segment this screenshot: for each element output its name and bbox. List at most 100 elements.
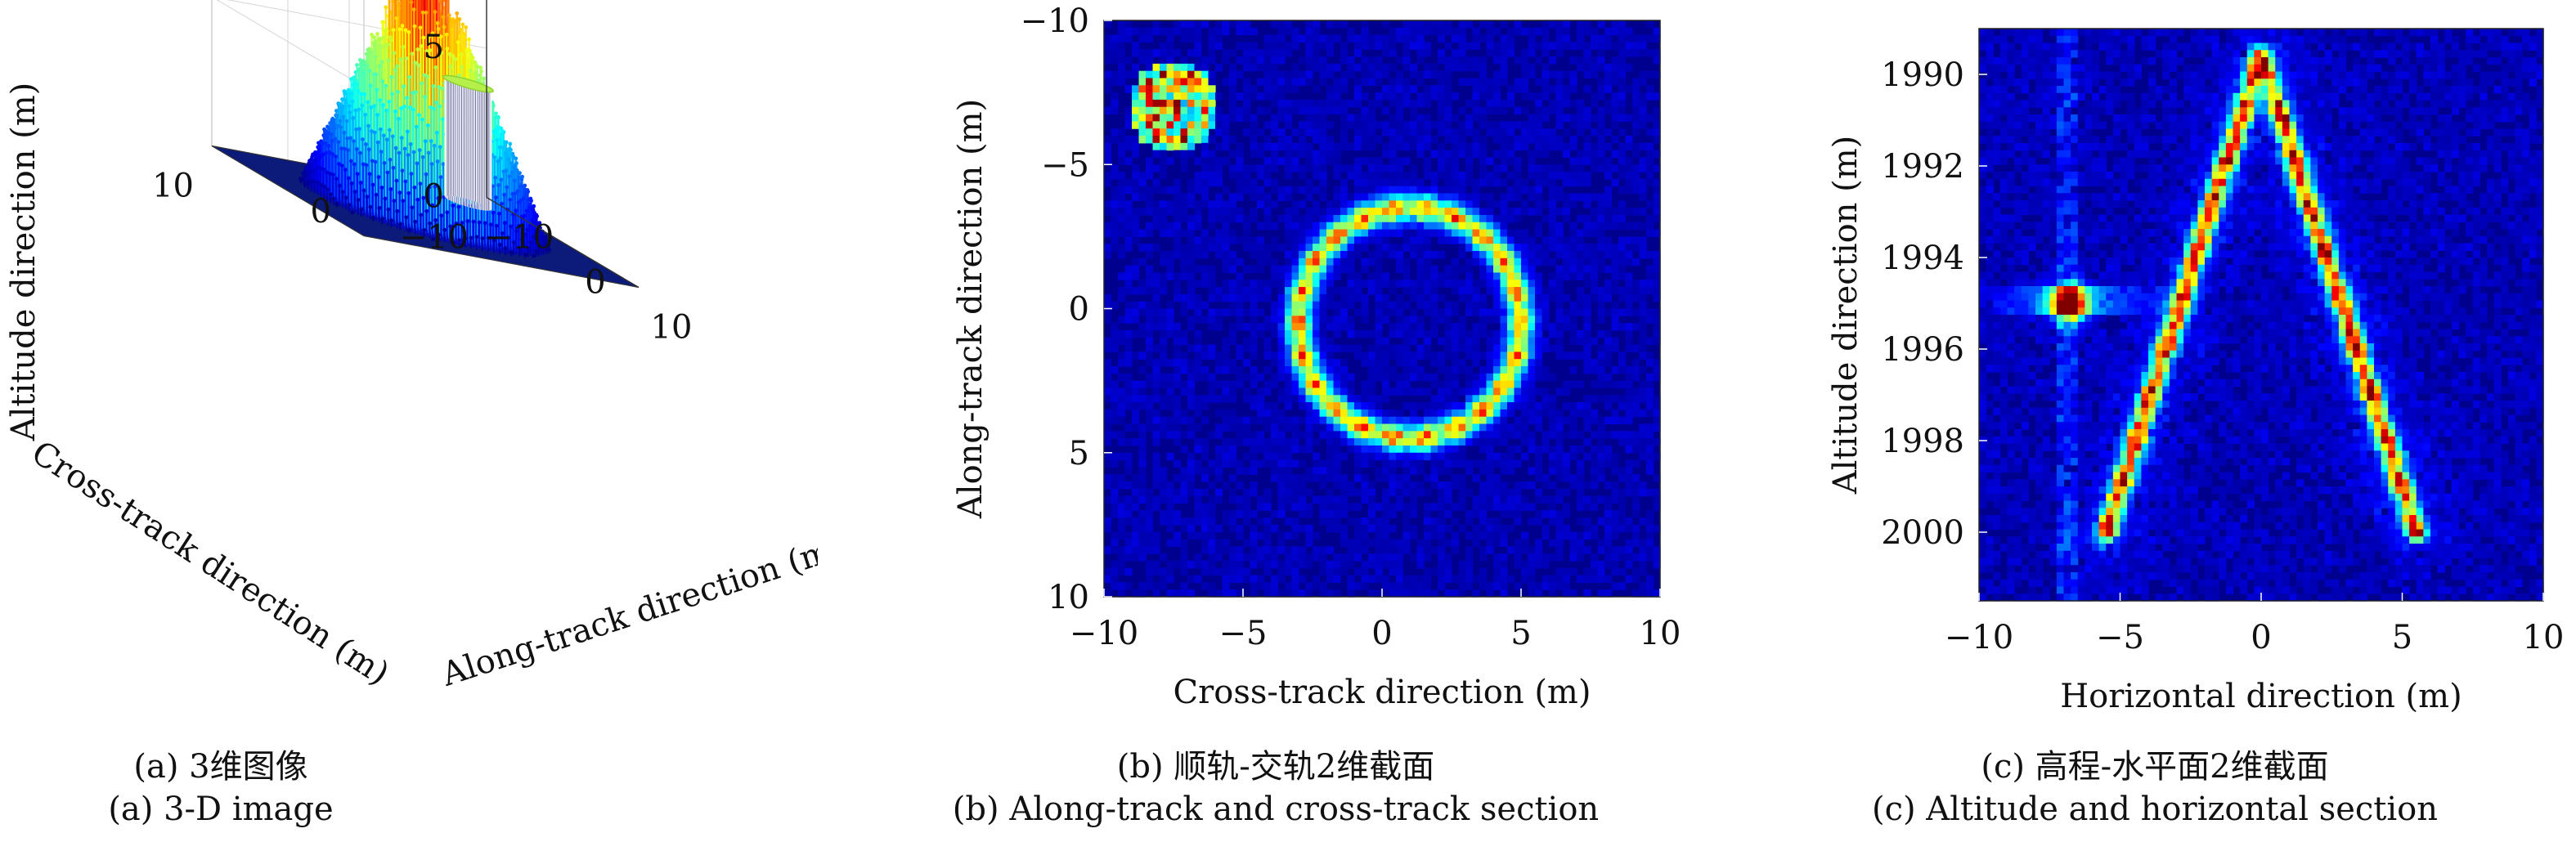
heatmap-cell [1208, 503, 1216, 511]
heatmap-cell [1243, 56, 1251, 65]
heatmap-cell [1208, 27, 1216, 36]
heatmap-cell [1132, 589, 1140, 598]
heatmap-cell [1187, 452, 1196, 461]
heatmap-cell [1146, 531, 1154, 540]
surface-point [305, 166, 309, 171]
heatmap-cell [1236, 344, 1244, 352]
surface-point [469, 235, 473, 240]
heatmap-cell [1361, 524, 1369, 533]
heatmap-cell [1347, 546, 1355, 554]
heatmap-cell [1229, 49, 1237, 57]
heatmap-cell [1354, 459, 1362, 468]
heatmap-cell [1305, 359, 1313, 367]
heatmap-cell [1285, 193, 1293, 201]
surface-point [384, 83, 388, 88]
surface-point [306, 180, 311, 185]
heatmap-cell [1305, 423, 1313, 432]
heatmap-cell [1236, 301, 1244, 310]
heatmap-cell [1389, 244, 1397, 252]
heatmap-cell [1187, 78, 1196, 86]
heatmap-cell [1291, 431, 1299, 439]
heatmap-cell [1396, 178, 1404, 187]
heatmap-cell [1340, 214, 1349, 223]
heatmap-cell [1402, 121, 1411, 129]
heatmap-cell [1229, 301, 1237, 310]
heatmap-cell [1271, 272, 1279, 280]
heatmap-cell [1250, 85, 1258, 93]
heatmap-cell [1319, 582, 1327, 590]
heatmap-cell [1243, 287, 1251, 295]
surface-point [520, 174, 525, 179]
heatmap-cell [1222, 121, 1230, 129]
heatmap-cell [1138, 495, 1147, 504]
heatmap-cell [1118, 136, 1126, 144]
heatmap-cell [1215, 27, 1223, 36]
heatmap-cell [1291, 575, 1299, 583]
heatmap-cell [1326, 517, 1335, 526]
heatmap-cell [1187, 85, 1196, 93]
heatmap-cell [1250, 531, 1258, 540]
heatmap-cell [1160, 114, 1168, 122]
surface-point [376, 43, 381, 48]
cylinder-object [442, 74, 495, 211]
heatmap-cell [1152, 308, 1160, 316]
surface-point [315, 165, 320, 170]
heatmap-cell [1354, 49, 1362, 57]
heatmap-cell [1299, 287, 1307, 295]
heatmap-cell [1319, 416, 1327, 425]
heatmap-cell [1236, 589, 1244, 598]
heatmap-cell [1285, 488, 1293, 497]
heatmap-cell [1326, 524, 1335, 533]
heatmap-cell [1263, 531, 1272, 540]
heatmap-cell [1326, 49, 1335, 57]
heatmap-cell [1347, 373, 1355, 382]
heatmap-cell [1361, 157, 1369, 165]
surface-point [424, 172, 429, 177]
heatmap-cell [1291, 438, 1299, 446]
heatmap-cell [1132, 229, 1140, 237]
heatmap-cell [1368, 200, 1376, 208]
heatmap-cell [1263, 438, 1272, 446]
heatmap-cell [1132, 208, 1140, 216]
heatmap-cell [1201, 517, 1209, 526]
surface-point [377, 205, 382, 210]
heatmap-cell [1229, 63, 1237, 72]
heatmap-cell [1222, 575, 1230, 583]
heatmap-cell [1104, 293, 1112, 302]
heatmap-cell [1132, 438, 1140, 446]
heatmap-cell [1299, 106, 1307, 115]
heatmap-cell [1340, 49, 1349, 57]
heatmap-cell [1305, 164, 1313, 172]
heatmap-cell [1333, 222, 1341, 231]
heatmap-cell [1402, 323, 1411, 331]
heatmap-cell [1146, 56, 1154, 65]
heatmap-cell [1201, 438, 1209, 446]
heatmap-cell [1375, 200, 1383, 208]
surface-point [362, 92, 367, 96]
heatmap-cell [1104, 42, 1112, 50]
heatmap-cell [1104, 495, 1112, 504]
surface-point [361, 70, 366, 75]
heatmap-cell [1271, 56, 1279, 65]
heatmap-cell [1271, 150, 1279, 159]
surface-point [384, 29, 389, 34]
heatmap-cell [1229, 416, 1237, 425]
heatmap-cell [1340, 481, 1349, 490]
heatmap-cell [1138, 280, 1147, 288]
heatmap-cell [1138, 128, 1147, 137]
heatmap-cell [1180, 467, 1188, 475]
heatmap-cell [1396, 359, 1404, 367]
heatmap-cell [1291, 280, 1299, 288]
heatmap-cell [1229, 452, 1237, 461]
surface-point [428, 48, 433, 52]
heatmap-cell [1347, 301, 1355, 310]
heatmap-cell [1389, 438, 1397, 446]
surface-point [512, 165, 516, 169]
heatmap-cell [1229, 229, 1237, 237]
surface-point [444, 32, 449, 37]
surface-point [440, 86, 444, 91]
heatmap-cell [1132, 42, 1140, 50]
heatmap-cell [1124, 352, 1133, 360]
heatmap-cell [1146, 409, 1154, 418]
heatmap-cell [1410, 287, 1418, 295]
